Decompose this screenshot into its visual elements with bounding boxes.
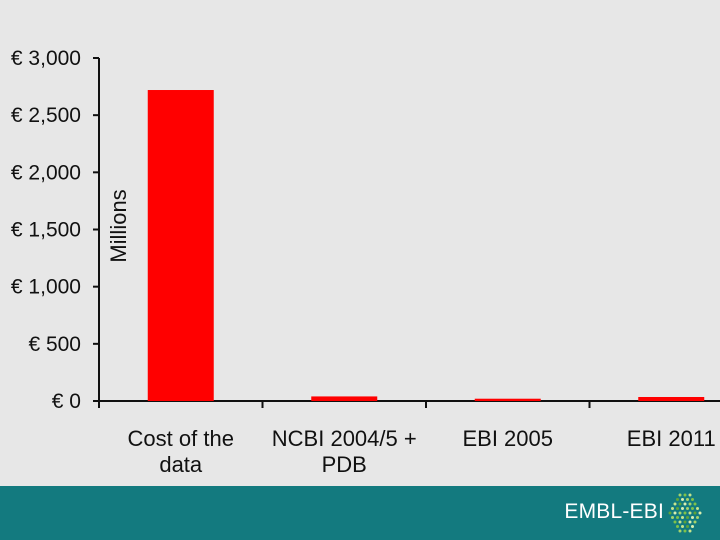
bars — [147, 90, 705, 401]
bar — [147, 90, 214, 401]
x-tick-label: EBI 2005 — [462, 426, 553, 451]
y-tick-label: € 500 — [28, 333, 81, 356]
y-axis-title: Millions — [106, 189, 131, 262]
footer-bar: EMBL-EBI — [0, 486, 720, 540]
brand-name: EMBL-EBI — [564, 500, 664, 523]
y-tick-label: € 2,000 — [11, 161, 81, 184]
bar — [638, 396, 705, 401]
x-tick-label: EBI 2011 — [627, 426, 716, 451]
embl-ebi-logo-icon — [668, 493, 702, 533]
x-tick-label: NCBI 2004/5 + — [272, 426, 417, 451]
bar — [474, 398, 541, 401]
y-tick-label: € 1,000 — [11, 276, 81, 299]
y-tick-label: € 3,000 — [11, 47, 81, 70]
y-tick-label: € 0 — [52, 390, 81, 413]
x-tick-label: PDB — [322, 452, 367, 477]
y-tick-label: € 2,500 — [11, 104, 81, 127]
y-tick-label: € 1,500 — [11, 219, 81, 242]
x-tick-label: data — [159, 452, 203, 477]
bar — [311, 396, 378, 401]
y-axis: € 0 € 500 € 1,000 € 1,500 € 2,000 € 2,500 € 3,… — [11, 47, 100, 413]
bar-chart: € 0 € 500 € 1,000 € 1,500 € 2,000 € 2,500 € 3,… — [11, 47, 720, 477]
x-tick-label: Cost of the — [128, 426, 234, 451]
